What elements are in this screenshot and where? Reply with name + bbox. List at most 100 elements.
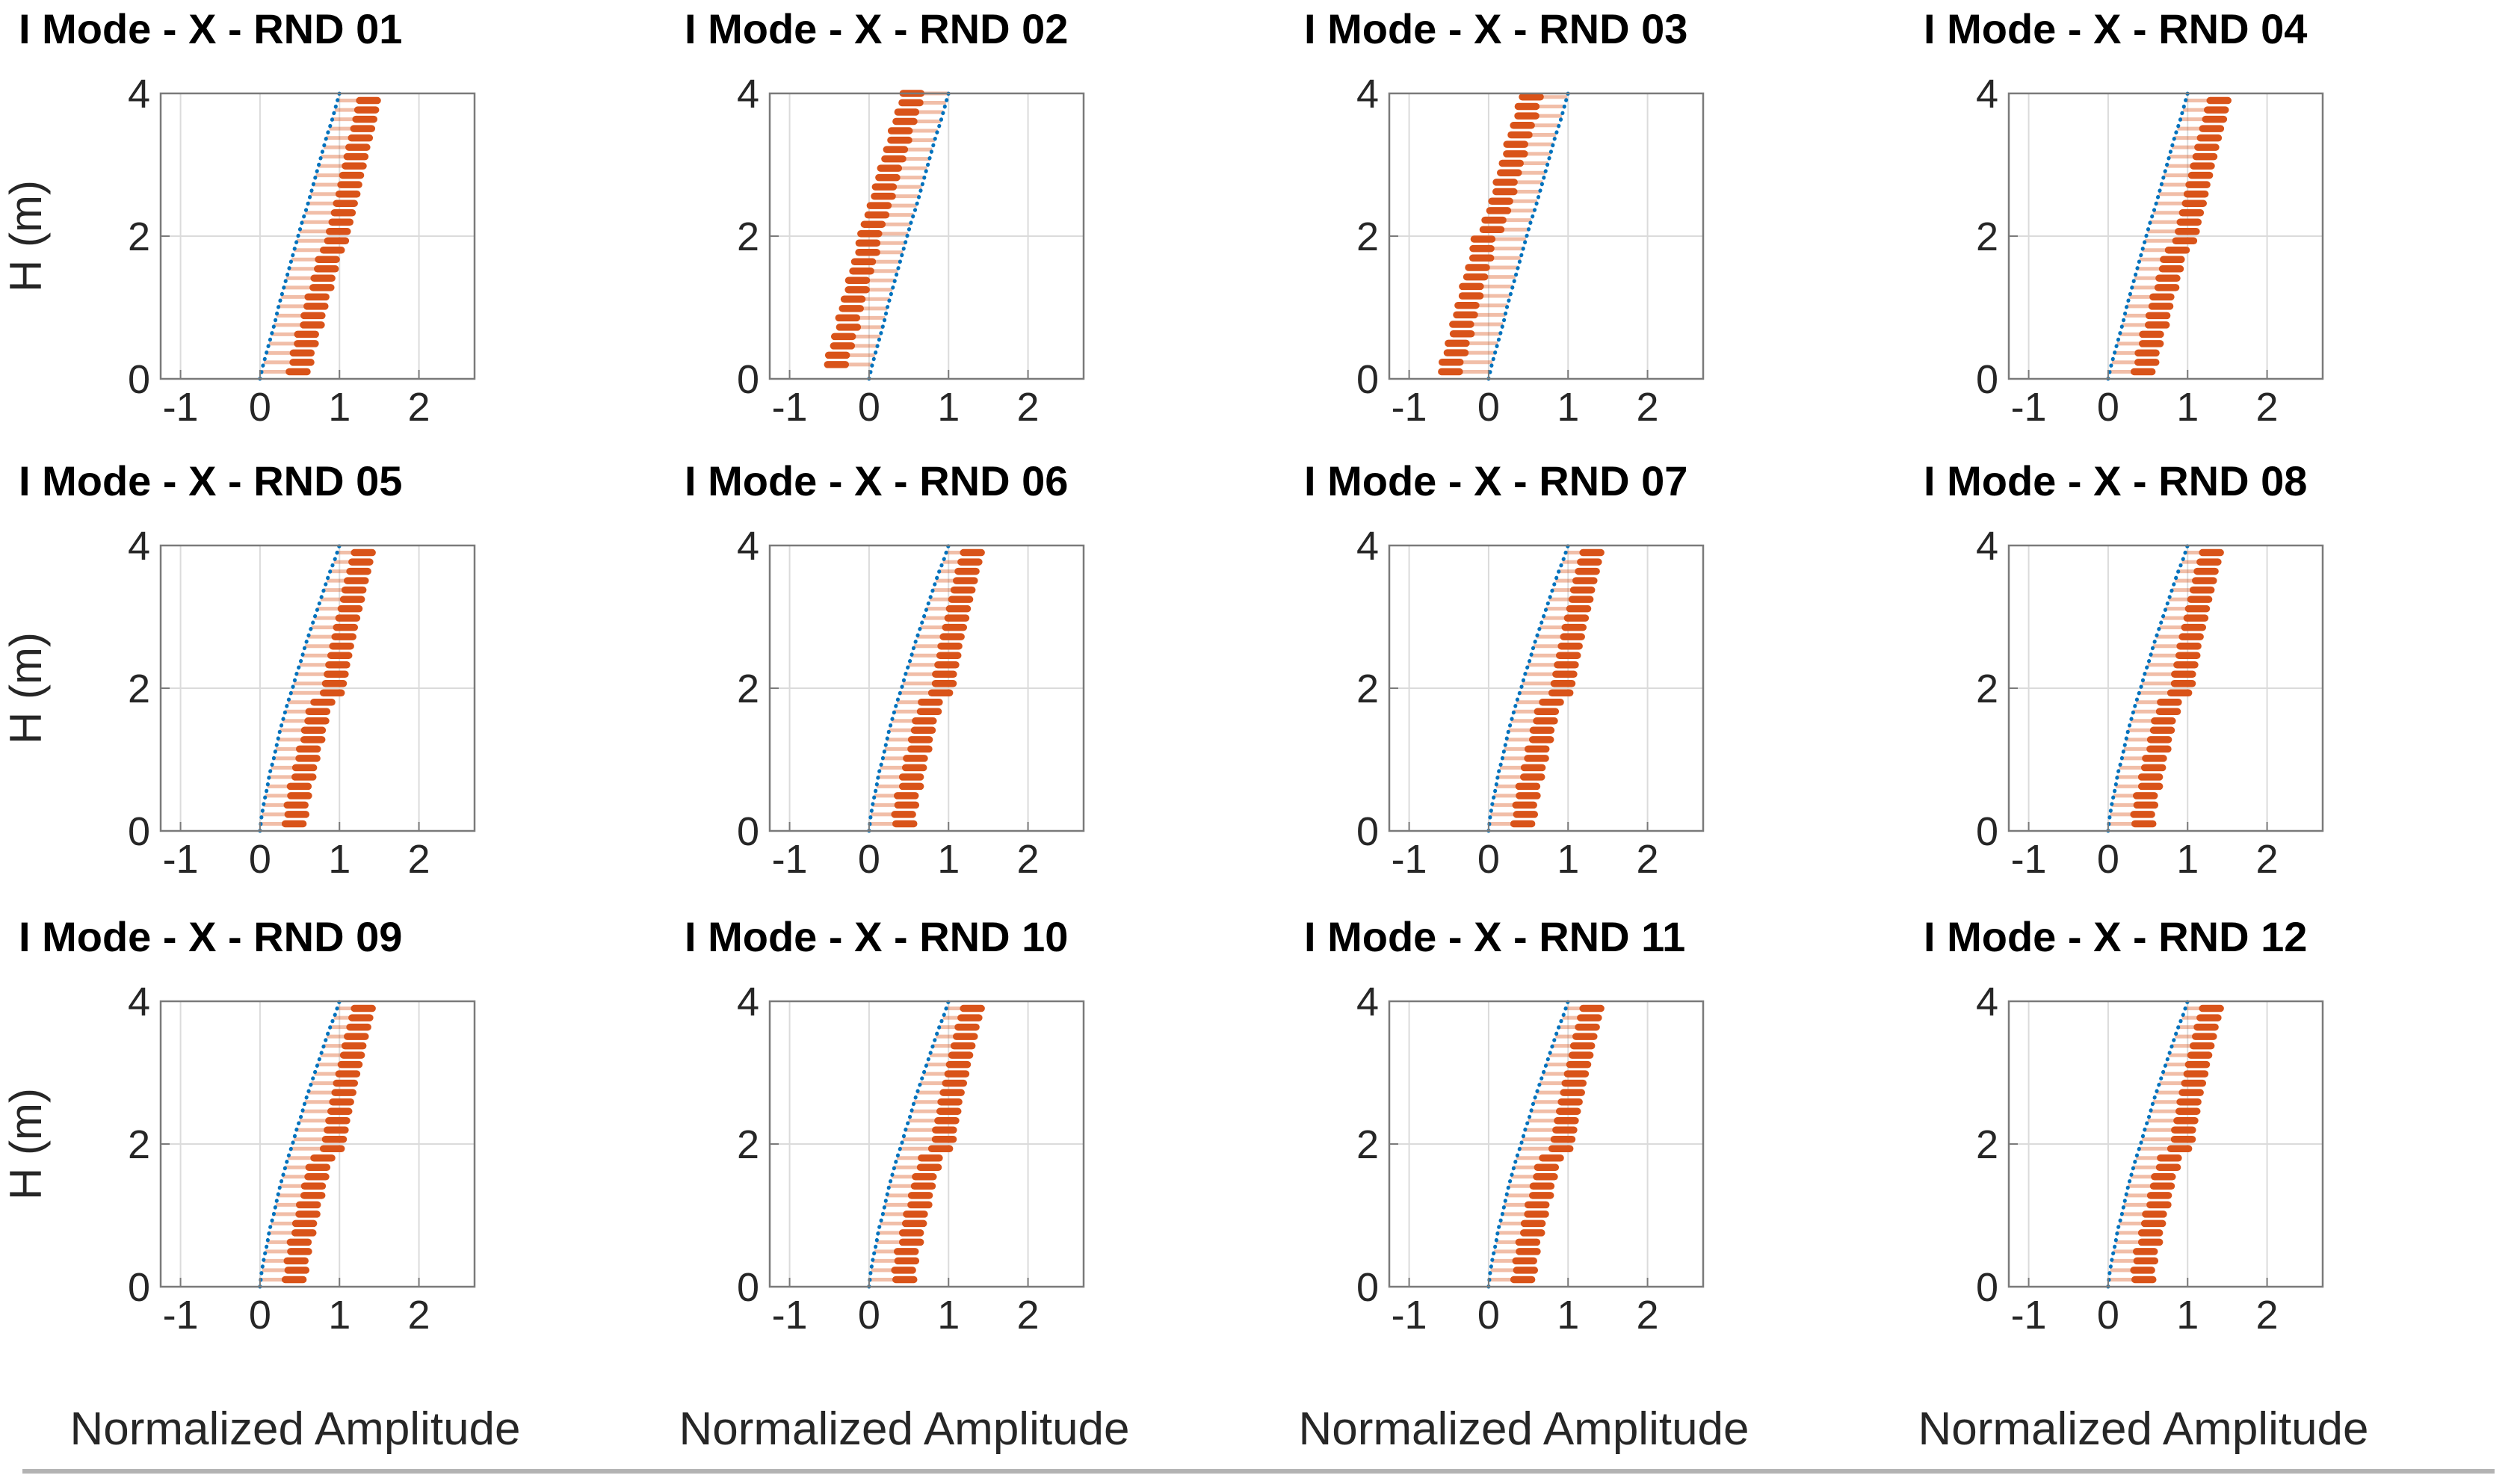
y-tick-label: 2 — [128, 1122, 150, 1167]
y-tick-label: 2 — [128, 214, 150, 259]
y-tick-label: 0 — [1976, 357, 1998, 402]
subplot-i-mode-x-rnd-11: I Mode - X - RND 11 0 2 4 -1 0 1 2 Normalized Am… — [1298, 913, 1749, 1455]
identified-markers — [2130, 1004, 2224, 1284]
x-tick-label: 2 — [1017, 385, 1040, 430]
y-tick-label: 0 — [1976, 1265, 1998, 1310]
subplot-cell: I Mode - X - RND 04 0 2 4 -1 0 1 2 — [1897, 0, 2517, 452]
identified-markers — [2130, 96, 2232, 376]
x-axis-label: Normalized Amplitude — [1298, 1403, 1749, 1455]
x-tick-label: -1 — [772, 837, 808, 882]
y-tick-label: 0 — [1976, 809, 1998, 854]
subplot-i-mode-x-rnd-10: I Mode - X - RND 10 0 2 4 -1 0 1 2 Normalized Am… — [679, 913, 1129, 1455]
subplot-i-mode-x-rnd-07: I Mode - X - RND 07 0 2 4 -1 0 1 2 — [1304, 457, 1705, 882]
y-tick-label: 0 — [1356, 357, 1379, 402]
x-tick-label: 2 — [408, 1293, 430, 1338]
subplot-cell: I Mode - X - RND 11 0 2 4 -1 0 1 2 Normalized Am… — [1277, 908, 1897, 1484]
model-line — [867, 543, 951, 833]
tick-marks — [2009, 1001, 2268, 1287]
y-tick-label: 4 — [737, 524, 759, 569]
y-tick-label: 2 — [1976, 667, 1998, 711]
x-tick-label: -1 — [163, 385, 199, 430]
identified-markers — [281, 1004, 376, 1284]
subplot-cell: I Mode - X - RND 10 0 2 4 -1 0 1 2 Normalized Am… — [658, 908, 1277, 1484]
x-tick-label: 0 — [2097, 385, 2119, 430]
subplot-title: I Mode - X - RND 09 — [19, 913, 402, 960]
y-tick-label: 0 — [128, 1265, 150, 1310]
tick-marks — [770, 1001, 1029, 1287]
subplot-i-mode-x-rnd-05: I Mode - X - RND 05 0 2 4 -1 0 1 2 H (m) — [1, 457, 476, 882]
y-tick-label: 0 — [737, 357, 759, 402]
y-tick-label: 4 — [1356, 72, 1379, 117]
subplot-title: I Mode - X - RND 07 — [1304, 457, 1687, 504]
subplot-title: I Mode - X - RND 04 — [1924, 5, 2307, 52]
identified-markers — [1510, 1004, 1605, 1284]
subplot-title: I Mode - X - RND 08 — [1924, 457, 2307, 504]
model-line — [258, 543, 342, 833]
model-line — [2106, 543, 2190, 833]
tick-marks — [770, 93, 1029, 380]
y-tick-label: 4 — [1976, 72, 1998, 117]
x-tick-label: 2 — [2256, 385, 2279, 430]
tick-marks — [770, 545, 1029, 832]
x-tick-label: 0 — [1477, 385, 1500, 430]
model-line — [1486, 543, 1570, 833]
x-tick-label: -1 — [772, 1293, 808, 1338]
x-tick-label: 0 — [249, 837, 271, 882]
tick-marks — [1389, 1001, 1649, 1287]
identified-markers — [1438, 93, 1544, 376]
subplot-cell: I Mode - X - RND 07 0 2 4 -1 0 1 2 — [1277, 452, 1897, 908]
gridlines — [770, 1001, 1084, 1287]
x-tick-label: 0 — [2097, 837, 2119, 882]
subplot-title: I Mode - X - RND 05 — [19, 457, 402, 504]
y-axis-label: H (m) — [1, 1088, 51, 1200]
x-tick-label: 0 — [858, 837, 880, 882]
y-axis-label: H (m) — [1, 180, 51, 292]
x-tick-label: 0 — [858, 1293, 880, 1338]
x-tick-label: 2 — [1637, 385, 1659, 430]
bottom-divider — [22, 1469, 2495, 1474]
x-tick-label: -1 — [1392, 1293, 1427, 1338]
gridlines — [161, 1001, 475, 1287]
subplot-cell: I Mode - X - RND 05 0 2 4 -1 0 1 2 H (m) — [0, 452, 658, 908]
subplot-cell: I Mode - X - RND 03 0 2 4 -1 0 1 2 — [1277, 0, 1897, 452]
y-tick-label: 4 — [128, 524, 150, 569]
identified-markers — [281, 548, 376, 828]
model-line — [258, 999, 342, 1289]
x-tick-label: 1 — [2176, 385, 2199, 430]
x-tick-label: 1 — [1557, 385, 1579, 430]
x-tick-label: 1 — [1557, 1293, 1579, 1338]
x-tick-label: -1 — [163, 1293, 199, 1338]
y-tick-label: 2 — [128, 667, 150, 711]
model-line — [2106, 999, 2190, 1289]
identified-markers — [285, 96, 381, 376]
model-line — [1486, 999, 1570, 1289]
x-tick-label: 0 — [2097, 1293, 2119, 1338]
y-tick-label: 4 — [1976, 524, 1998, 569]
y-tick-label: 4 — [1356, 524, 1379, 569]
gridlines — [2009, 93, 2323, 379]
subplot-title: I Mode - X - RND 02 — [685, 5, 1068, 52]
x-tick-label: 2 — [1017, 1293, 1040, 1338]
subplot-title: I Mode - X - RND 12 — [1924, 913, 2307, 960]
subplot-cell: I Mode - X - RND 08 0 2 4 -1 0 1 2 — [1897, 452, 2517, 908]
x-tick-label: 1 — [1557, 837, 1579, 882]
x-axis-label: Normalized Amplitude — [1918, 1403, 2368, 1455]
tick-marks — [1389, 93, 1649, 380]
tick-marks — [2009, 93, 2268, 380]
y-tick-label: 2 — [737, 1122, 759, 1167]
x-tick-label: 1 — [937, 1293, 960, 1338]
identified-markers — [1510, 548, 1605, 828]
tick-marks — [161, 93, 420, 380]
x-tick-label: 2 — [408, 385, 430, 430]
x-tick-label: 1 — [2176, 837, 2199, 882]
subplot-i-mode-x-rnd-02: I Mode - X - RND 02 0 2 4 -1 0 1 2 — [685, 5, 1085, 430]
identified-markers — [891, 1004, 985, 1284]
x-tick-label: 0 — [249, 1293, 271, 1338]
y-tick-label: 2 — [1976, 1122, 1998, 1167]
y-tick-label: 4 — [737, 72, 759, 117]
y-tick-label: 2 — [737, 667, 759, 711]
gridlines — [161, 545, 475, 831]
x-tick-label: 2 — [2256, 837, 2279, 882]
x-tick-label: 0 — [1477, 1293, 1500, 1338]
y-tick-label: 0 — [737, 809, 759, 854]
